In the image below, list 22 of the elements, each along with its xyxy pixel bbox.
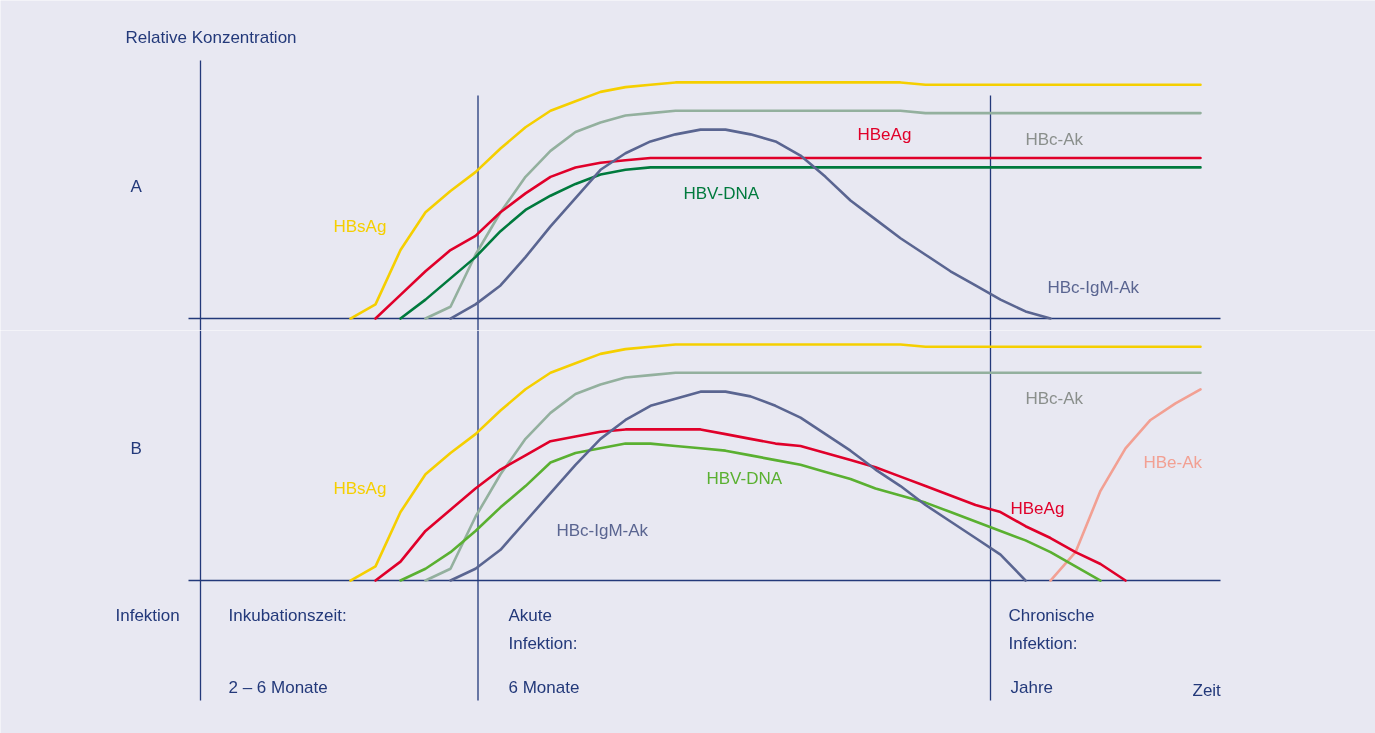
y-axis-title: Relative Konzentration (125, 28, 297, 48)
text: 2 – 6 Monate (228, 678, 328, 698)
series-label: HBsAg (333, 216, 387, 236)
text: Inkubationszeit: (228, 606, 347, 626)
series-label: HBeAg (857, 124, 912, 144)
series-label: HBeAg (1010, 499, 1065, 519)
text: Infektion (115, 606, 180, 626)
text: Jahre (1010, 678, 1054, 698)
text: B (130, 438, 142, 458)
series-label: HBsAg (333, 478, 387, 498)
text: Chronische Infektion: (1008, 606, 1095, 654)
series-label: HBe-Ak (1143, 452, 1203, 472)
text: Akute Infektion: (508, 606, 578, 654)
series-label: HBV-DNA (683, 183, 760, 203)
series-label: HBc-Ak (1025, 129, 1084, 149)
text: 6 Monate (508, 678, 580, 698)
series-label: HBc-IgM-Ak (556, 521, 649, 541)
series-label: HBc-IgM-Ak (1047, 278, 1140, 298)
x-axis-title: Zeit (1192, 680, 1222, 700)
text: A (130, 176, 143, 196)
series-label: HBc-Ak (1025, 389, 1084, 409)
series-label: HBV-DNA (706, 469, 783, 489)
